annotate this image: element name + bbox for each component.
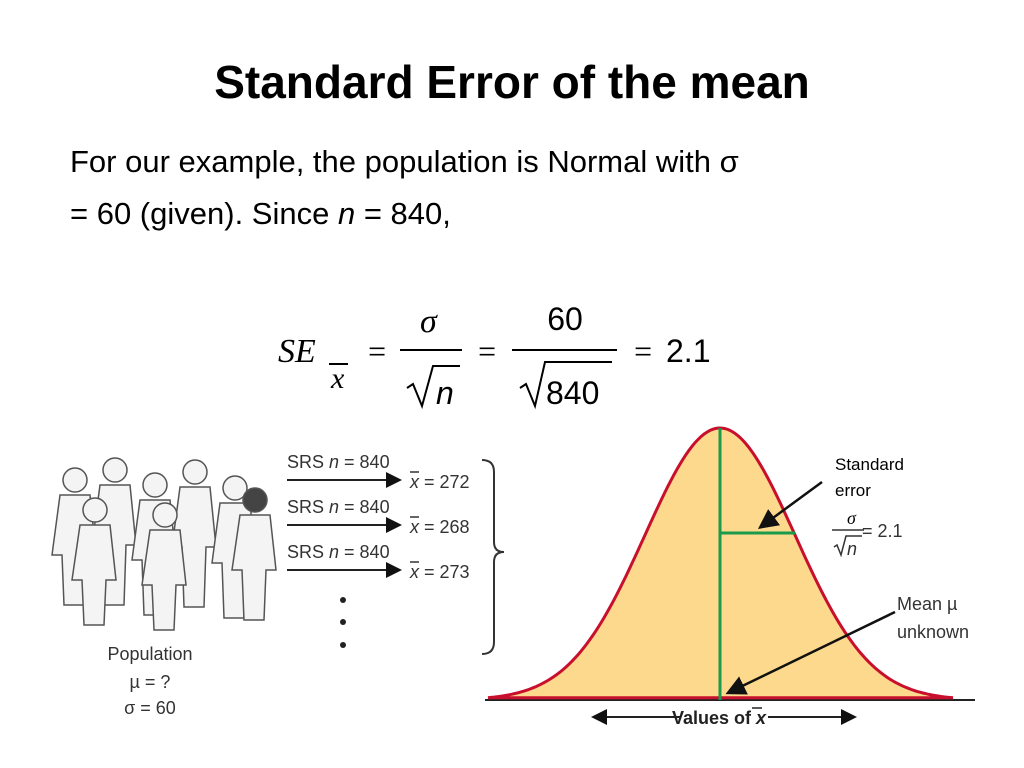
n: n bbox=[329, 497, 339, 517]
dot bbox=[340, 642, 346, 648]
sqrt bbox=[519, 361, 612, 410]
srs: SRS bbox=[287, 542, 329, 562]
srs: SRS bbox=[287, 497, 329, 517]
result: 2.1 bbox=[666, 333, 710, 369]
srs: SRS bbox=[287, 452, 329, 472]
se-denominator: n bbox=[847, 539, 857, 559]
title: Standard Error of the mean bbox=[214, 56, 810, 108]
se: SE bbox=[278, 333, 316, 370]
equals: = bbox=[632, 333, 654, 369]
size: = 840 bbox=[339, 452, 390, 472]
axis-text: Values of bbox=[672, 708, 756, 728]
dot bbox=[340, 597, 346, 603]
sample-mean: x = 273 bbox=[409, 562, 470, 582]
xbar: x bbox=[409, 472, 420, 492]
sample-label: SRS n = 840 bbox=[287, 542, 390, 562]
mean: = 272 bbox=[419, 472, 470, 492]
mean: = 273 bbox=[419, 562, 470, 582]
se-numerator: σ bbox=[847, 508, 857, 528]
sample-label: SRS n = 840 bbox=[287, 497, 390, 517]
body-line: = 60 (given). Since n = 840, bbox=[70, 196, 451, 231]
sqrt bbox=[406, 365, 460, 410]
denominator: 840 bbox=[546, 375, 599, 411]
population-sigma: σ = 60 bbox=[124, 698, 176, 718]
body-line: For our example, the population is Norma… bbox=[70, 144, 739, 179]
mean: = 268 bbox=[419, 517, 470, 537]
size: = 840 bbox=[339, 497, 390, 517]
sqrt bbox=[833, 535, 862, 558]
sample-mean: x = 272 bbox=[409, 472, 470, 492]
se-label: error bbox=[835, 481, 871, 500]
axis-label: Values of x bbox=[672, 708, 767, 728]
body-text: = 60 (given). Since bbox=[70, 196, 338, 231]
body-text: = 840, bbox=[355, 196, 451, 231]
equals: = bbox=[366, 333, 388, 369]
sample-mean: x = 268 bbox=[409, 517, 470, 537]
mean-label: Mean µ bbox=[897, 594, 957, 614]
dot bbox=[340, 619, 346, 625]
arrow bbox=[757, 480, 823, 529]
xbar: x bbox=[409, 517, 420, 537]
numerator: σ bbox=[420, 303, 438, 340]
sample-label: SRS n = 840 bbox=[287, 452, 390, 472]
xbar: x bbox=[409, 562, 420, 582]
equals: = bbox=[476, 333, 498, 369]
samples: SRS n = 840 x = 272 SRS n = 840 x = 268 SRS … bbox=[287, 452, 470, 582]
subscript: x bbox=[330, 362, 345, 395]
n: n bbox=[329, 452, 339, 472]
body-n: n bbox=[338, 196, 355, 231]
numerator: 60 bbox=[547, 301, 583, 337]
denominator: n bbox=[436, 375, 454, 411]
size: = 840 bbox=[339, 542, 390, 562]
arrow bbox=[725, 610, 896, 695]
population-mu: µ = ? bbox=[130, 672, 171, 692]
population-label: Population bbox=[107, 644, 192, 664]
mean-label: unknown bbox=[897, 622, 969, 642]
n: n bbox=[329, 542, 339, 562]
axis-xbar: x bbox=[755, 708, 767, 728]
brace bbox=[481, 459, 505, 655]
se-value: = 2.1 bbox=[862, 521, 903, 541]
population-illustration bbox=[51, 457, 277, 631]
formula: SE x = σ n = 60 840 = 2.1 bbox=[278, 301, 710, 411]
se-label: Standard bbox=[835, 455, 904, 474]
